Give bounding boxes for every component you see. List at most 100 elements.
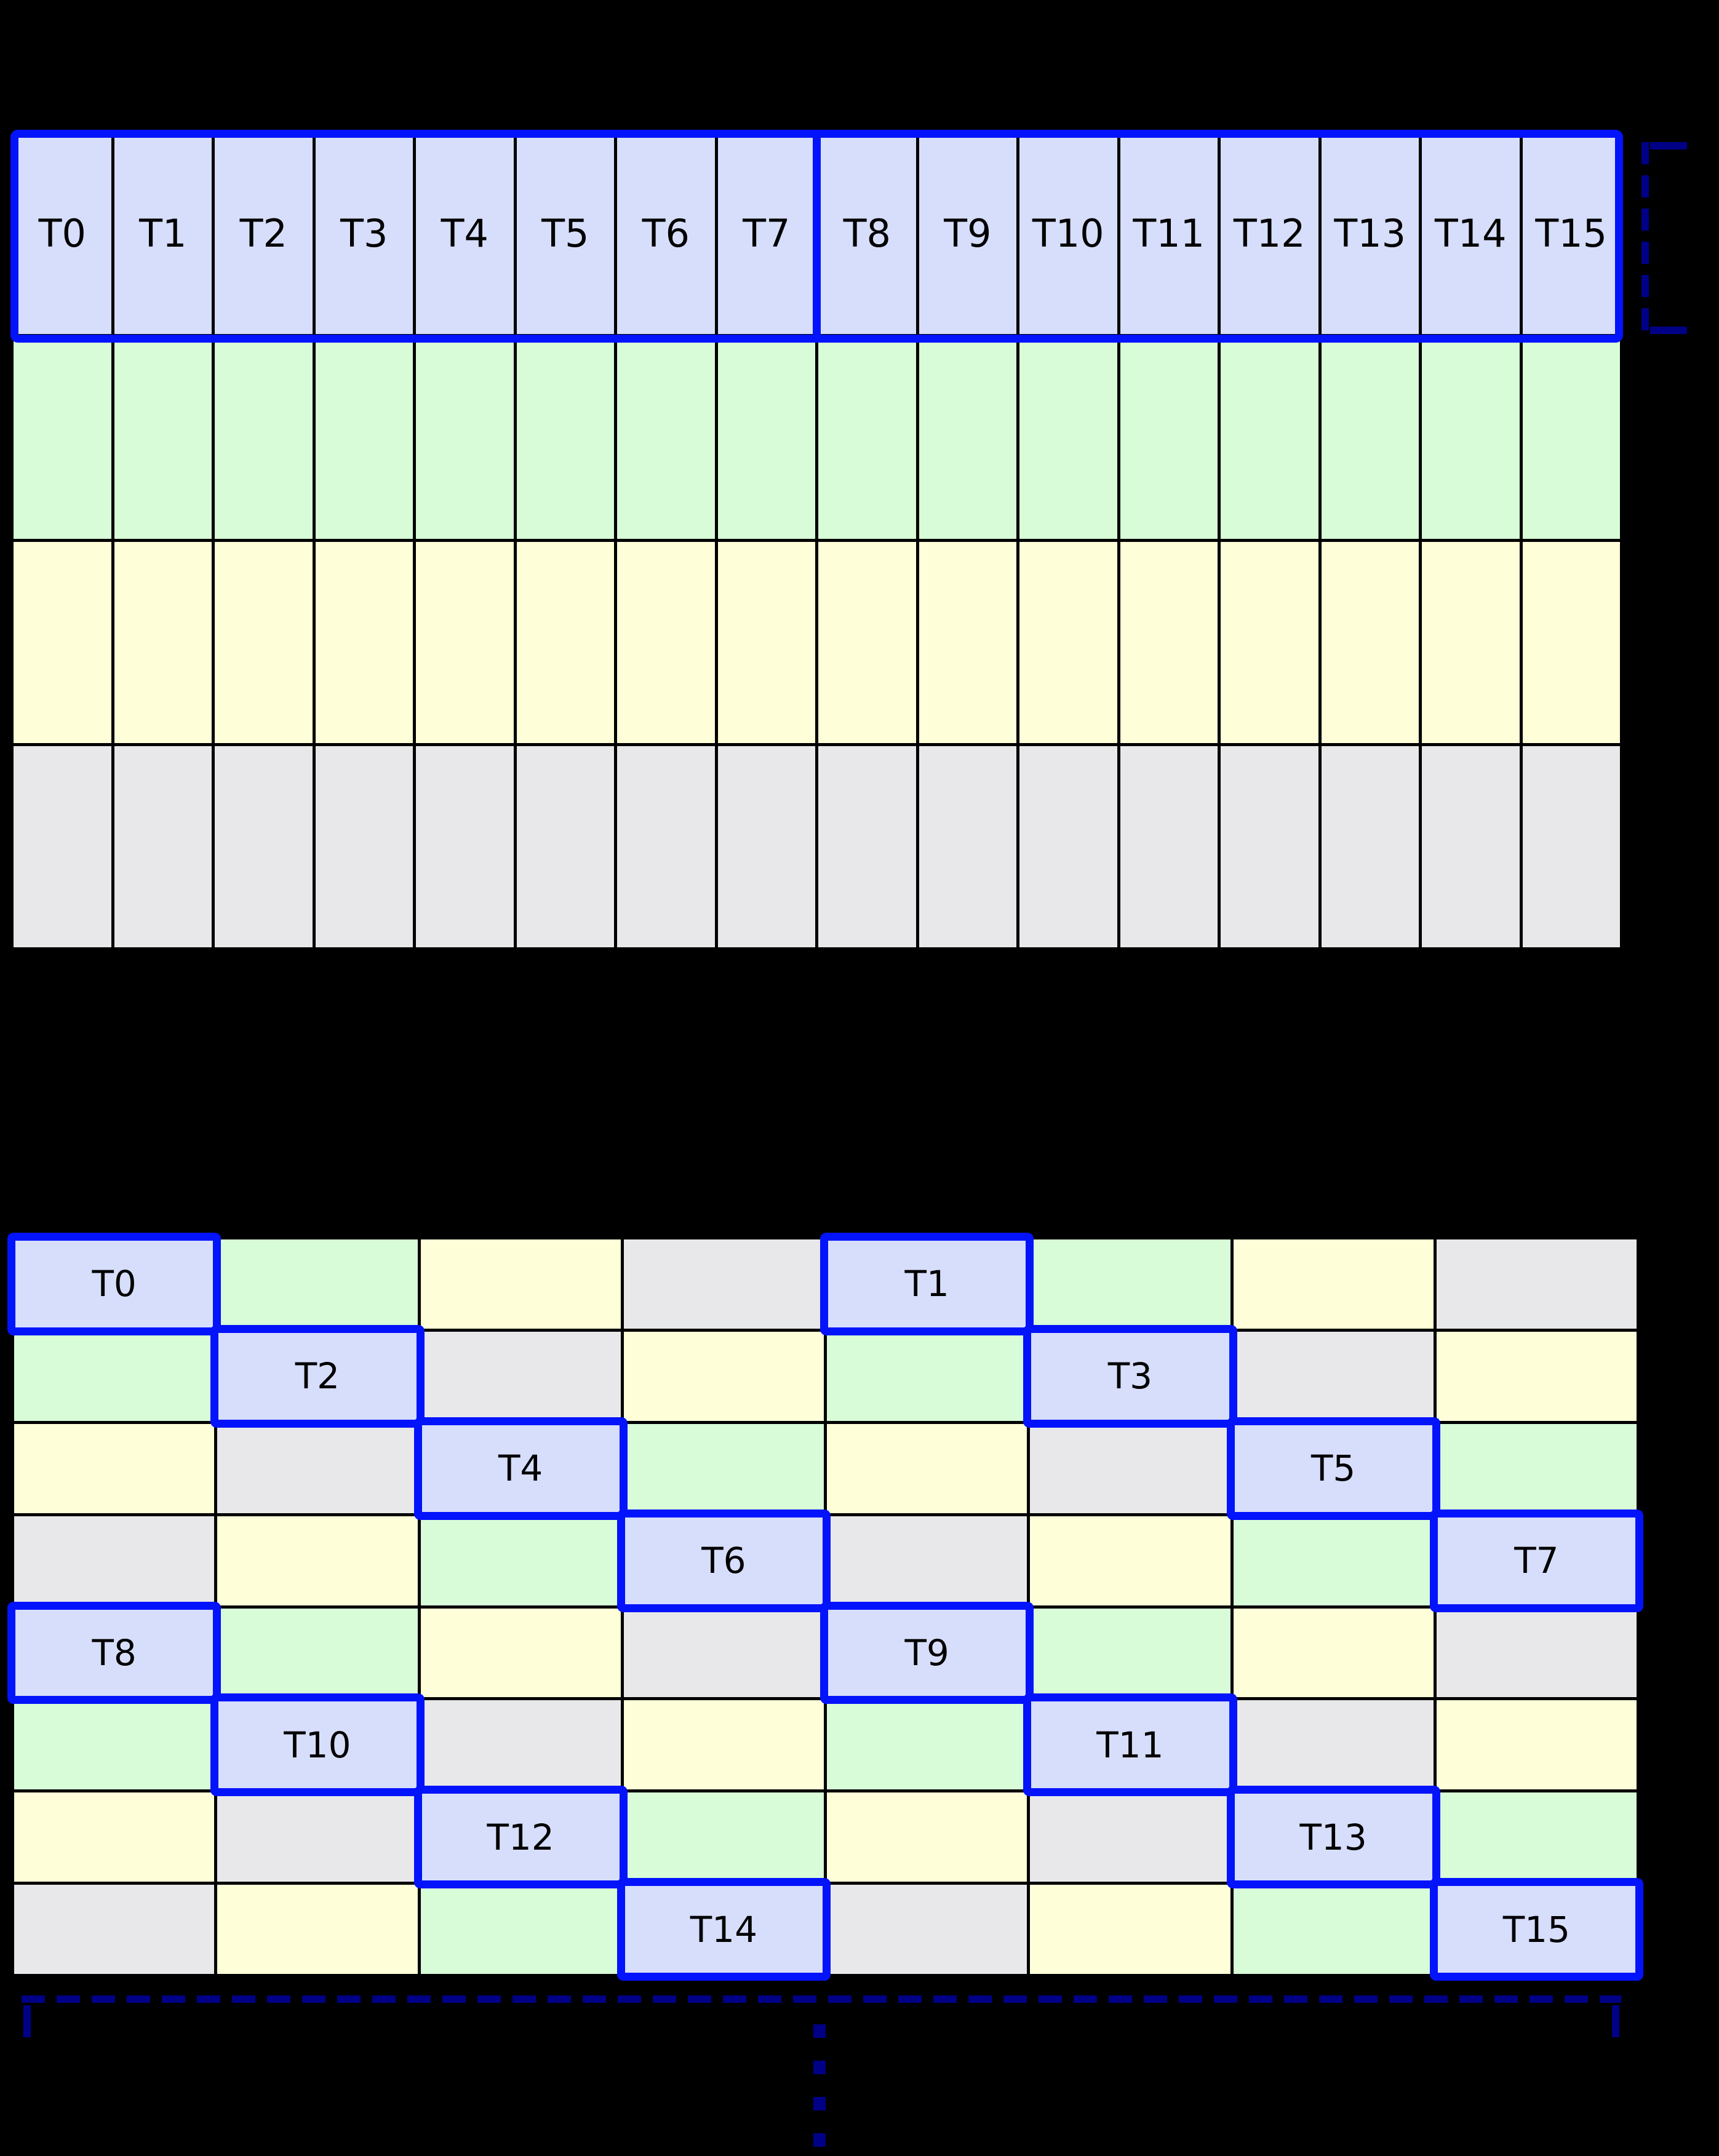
bottom-grid-cell <box>1436 1423 1637 1513</box>
top-grid-thread-cell-t3: T3 <box>315 133 413 335</box>
bottom-grid-cell <box>1436 1792 1637 1882</box>
top-grid-cell <box>416 337 514 539</box>
bottom-grid-cell <box>623 1608 824 1698</box>
thread-label: T9 <box>944 210 992 256</box>
top-grid-cell <box>1422 541 1520 743</box>
top-grid-cell <box>114 746 212 947</box>
row-height-bracket-arm-bottom <box>1650 327 1687 334</box>
grid-width-bracket-tick-right <box>1612 2005 1619 2037</box>
bottom-grid-cell <box>623 1700 824 1790</box>
bottom-grid-cell <box>14 1331 215 1421</box>
top-grid-cell <box>1422 746 1520 947</box>
bottom-grid-thread-cell-t14: T14 <box>616 1878 831 1981</box>
bottom-grid-cell <box>14 1792 215 1882</box>
thread-label: T8 <box>92 1631 137 1674</box>
bottom-grid-cell <box>1030 1423 1230 1513</box>
top-grid-cell <box>516 541 614 743</box>
bottom-grid-cell <box>827 1885 1027 1974</box>
top-grid-cell <box>1221 337 1318 539</box>
bottom-grid-thread-cell-t7: T7 <box>1429 1509 1644 1612</box>
thread-label: T9 <box>904 1631 949 1674</box>
thread-label: T3 <box>340 210 388 256</box>
top-grid-thread-cell-t13: T13 <box>1321 133 1419 335</box>
bottom-grid-cell <box>827 1792 1027 1882</box>
bottom-grid-cell <box>827 1423 1027 1513</box>
bottom-grid-cell <box>623 1331 824 1421</box>
thread-label: T6 <box>642 210 690 256</box>
top-grid-thread-cell-t11: T11 <box>1120 133 1218 335</box>
top-grid-cell <box>516 746 614 947</box>
top-grid-cell <box>818 746 916 947</box>
continuation-ellipsis <box>813 2024 826 2154</box>
thread-label: T1 <box>904 1263 949 1305</box>
grid-width-bracket-tick-left <box>23 2005 31 2037</box>
top-grid-cell <box>1019 541 1117 743</box>
bottom-grid-cell <box>420 1516 621 1605</box>
bottom-grid-thread-cell-t0: T0 <box>7 1233 221 1335</box>
top-grid-cell <box>1019 746 1117 947</box>
bottom-grid-cell <box>420 1700 621 1790</box>
thread-label: T5 <box>541 210 589 256</box>
bottom-grid-cell <box>623 1423 824 1513</box>
bottom-grid-cell <box>827 1700 1027 1790</box>
row-height-bracket-line <box>1641 142 1649 334</box>
top-grid-cell <box>1120 746 1218 947</box>
top-grid-thread-cell-t10: T10 <box>1019 133 1117 335</box>
top-grid-cell <box>919 541 1016 743</box>
top-grid-cell <box>717 541 815 743</box>
bottom-grid-thread-cell-t1: T1 <box>820 1233 1034 1335</box>
bottom-grid-cell <box>217 1423 418 1513</box>
thread-label: T15 <box>1502 1908 1570 1951</box>
bottom-grid-cell <box>623 1239 824 1329</box>
bottom-grid-thread-cell-t10: T10 <box>210 1693 425 1797</box>
thread-label: T1 <box>139 210 187 256</box>
bottom-grid-thread-cell-t8: T8 <box>7 1601 221 1705</box>
bottom-grid-cell <box>827 1331 1027 1421</box>
bottom-grid-cell <box>623 1792 824 1882</box>
bottom-grid-cell <box>217 1239 418 1329</box>
bottom-grid-cell <box>1030 1792 1230 1882</box>
top-grid-cell <box>1221 746 1318 947</box>
bottom-grid-cell <box>217 1516 418 1605</box>
thread-label: T15 <box>1535 210 1608 256</box>
top-grid-cell <box>818 541 916 743</box>
bottom-grid-cell <box>420 1239 621 1329</box>
thread-label: T5 <box>1310 1447 1356 1490</box>
thread-label: T4 <box>498 1447 543 1490</box>
top-grid-cell <box>315 746 413 947</box>
bottom-grid-thread-cell-t9: T9 <box>820 1601 1034 1705</box>
diagonal-access-grid: T0 T1 T2 T3 T4 T5 T6 T7 T8 T9 T10 T11 T12 T13 T14 T15 <box>7 1233 1644 1981</box>
top-grid-cell <box>114 541 212 743</box>
top-grid-cell <box>717 746 815 947</box>
top-grid-cell <box>14 746 111 947</box>
top-grid-thread-cell-t2: T2 <box>215 133 313 335</box>
bottom-grid-cell <box>217 1608 418 1698</box>
bottom-grid-cell <box>420 1885 621 1974</box>
top-grid-cell <box>1522 337 1620 539</box>
bottom-grid-thread-cell-t3: T3 <box>1023 1324 1237 1428</box>
top-grid-cell <box>1321 541 1419 743</box>
bottom-grid-cell <box>1233 1516 1434 1605</box>
thread-label: T0 <box>92 1263 137 1305</box>
top-grid-cell <box>919 337 1016 539</box>
grid-width-bracket-line <box>22 1995 1621 2003</box>
top-grid-thread-cell-t8: T8 <box>818 133 916 335</box>
bottom-grid-cell <box>217 1792 418 1882</box>
top-grid-cell <box>1522 541 1620 743</box>
bottom-grid-thread-cell-t11: T11 <box>1023 1693 1237 1797</box>
top-grid-cell <box>14 541 111 743</box>
bottom-grid-thread-cell-t15: T15 <box>1429 1878 1644 1981</box>
top-grid-cell <box>1120 337 1218 539</box>
top-grid-thread-cell-t5: T5 <box>516 133 614 335</box>
bottom-grid-cell <box>1030 1516 1230 1605</box>
bottom-grid-cell <box>420 1331 621 1421</box>
bottom-grid-cell <box>1233 1331 1434 1421</box>
thread-label: T14 <box>690 1908 757 1951</box>
thread-label: T6 <box>701 1540 746 1582</box>
bottom-grid-cell <box>420 1608 621 1698</box>
thread-label: T0 <box>38 210 86 256</box>
bottom-grid-cell <box>14 1700 215 1790</box>
thread-label: T4 <box>441 210 489 256</box>
thread-label: T14 <box>1434 210 1507 256</box>
